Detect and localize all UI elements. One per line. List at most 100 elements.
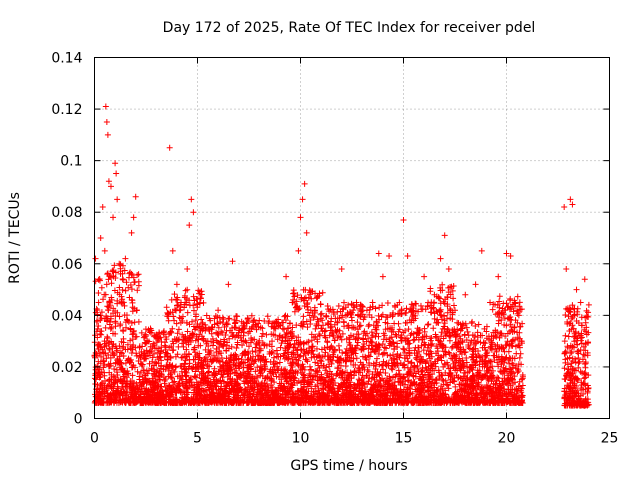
data-point: [138, 329, 145, 336]
data-point: [119, 270, 126, 277]
data-point: [111, 365, 118, 372]
data-point: [179, 381, 186, 388]
data-point: [312, 359, 319, 366]
data-point: [123, 395, 130, 402]
data-point: [318, 346, 325, 353]
data-point: [152, 400, 159, 407]
data-point: [116, 360, 123, 367]
data-point: [110, 341, 117, 348]
data-point: [190, 302, 197, 309]
data-point: [104, 335, 111, 342]
data-point: [141, 372, 148, 379]
data-point: [131, 388, 138, 395]
data-point: [304, 324, 311, 331]
data-point: [108, 274, 115, 281]
data-point: [158, 344, 165, 351]
data-point: [300, 313, 307, 320]
data-point: [324, 302, 331, 309]
data-point: [107, 360, 114, 367]
data-point: [107, 354, 114, 361]
data-point: [160, 329, 167, 336]
data-point: [427, 285, 434, 292]
data-point: [168, 399, 175, 406]
data-point: [114, 369, 121, 376]
data-point: [107, 383, 114, 390]
data-point: [410, 337, 417, 344]
data-point: [335, 342, 342, 349]
data-point: [145, 338, 152, 345]
data-point: [92, 332, 99, 339]
data-point: [126, 294, 133, 301]
data-point: [101, 291, 108, 298]
data-point: [156, 370, 163, 377]
data-point: [192, 361, 199, 368]
data-point: [190, 331, 197, 338]
data-point: [259, 330, 266, 337]
data-point: [94, 391, 101, 398]
data-point: [341, 319, 348, 326]
data-point: [144, 370, 151, 377]
data-point: [104, 382, 111, 389]
data-point: [380, 350, 387, 357]
data-point: [102, 324, 109, 331]
data-point: [159, 398, 166, 405]
data-point: [95, 323, 102, 330]
data-point: [103, 387, 110, 394]
data-point: [387, 352, 394, 359]
data-point: [165, 310, 172, 317]
data-point: [99, 386, 106, 393]
data-point: [193, 333, 200, 340]
data-point: [155, 391, 162, 398]
data-point: [138, 383, 145, 390]
data-point: [234, 313, 241, 320]
data-point: [157, 334, 164, 341]
data-point: [169, 347, 176, 354]
data-point: [96, 277, 103, 284]
data-point: [151, 333, 158, 340]
data-point: [106, 398, 113, 405]
data-point: [131, 364, 138, 371]
data-point: [180, 334, 187, 341]
data-point: [132, 395, 139, 402]
data-point: [178, 368, 185, 375]
data-point: [98, 284, 105, 291]
data-point: [276, 359, 283, 366]
data-point: [170, 381, 177, 388]
data-point: [133, 352, 140, 359]
data-point: [144, 391, 151, 398]
data-point: [97, 316, 104, 323]
data-point: [107, 325, 114, 332]
data-point: [366, 321, 373, 328]
data-point: [97, 331, 104, 338]
data-point: [179, 340, 186, 347]
data-point: [184, 286, 191, 293]
data-point: [157, 376, 164, 383]
data-point: [157, 383, 164, 390]
data-point: [175, 343, 182, 350]
data-point: [181, 391, 188, 398]
data-point: [120, 276, 127, 283]
data-point: [290, 287, 297, 294]
data-point: [167, 353, 174, 360]
data-point: [264, 313, 271, 320]
data-point: [472, 323, 479, 330]
data-point: [143, 380, 150, 387]
data-point: [100, 358, 107, 365]
data-point: [133, 307, 140, 314]
data-point: [129, 304, 136, 311]
data-point: [415, 344, 422, 351]
data-point: [123, 279, 130, 286]
data-point: [331, 337, 338, 344]
data-point: [128, 286, 135, 293]
data-point: [180, 343, 187, 350]
x-axis-label: GPS time / hours: [290, 458, 407, 474]
data-point: [169, 375, 176, 382]
data-point: [110, 399, 117, 406]
data-point: [95, 276, 102, 283]
data-point: [112, 360, 119, 367]
data-point: [102, 340, 109, 347]
data-point: [170, 313, 177, 320]
data-point: [122, 380, 129, 387]
data-point: [365, 323, 372, 330]
data-point: [120, 328, 127, 335]
